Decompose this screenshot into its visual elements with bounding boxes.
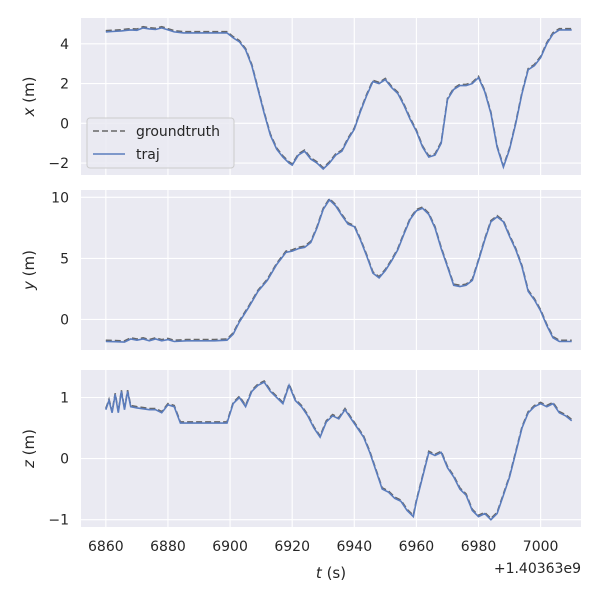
ytick-label-y: 10 [51,190,69,206]
xlabel-variable: t [316,564,323,582]
ylabel-y-unit: (m) [20,250,38,281]
x-offset-label: +1.40363e9 [494,561,581,577]
ylabel-z: z (m) [20,429,38,469]
ylabel-z-unit: (m) [20,429,38,460]
ylabel-y: y (m) [20,250,38,291]
xtick-label: 6860 [88,539,124,555]
ylabel-x-unit: (m) [20,77,38,108]
ytick-label-x: 4 [60,37,69,53]
xtick-label: 6960 [399,539,435,555]
ytick-label-z: 1 [60,390,69,406]
ylabel-z-variable: z [20,459,38,469]
legend-groundtruth-label: groundtruth [136,124,220,140]
xlabel: t (s) [316,564,346,582]
panel-y-background [81,190,581,350]
ytick-label-x: −2 [48,156,69,172]
series-traj-y [105,198,572,343]
xtick-label: 6940 [336,539,372,555]
xtick-label: 6900 [212,539,248,555]
ytick-label-x: 0 [60,116,69,132]
ylabel-x-variable: x [20,107,38,117]
xtick-label: 6980 [461,539,497,555]
xtick-label: 6920 [274,539,310,555]
ytick-label-z: −1 [48,513,69,529]
xtick-label: 6880 [150,539,186,555]
ytick-label-y: 0 [60,312,69,328]
ytick-label-y: 5 [60,251,69,267]
legend-traj-label: traj [136,147,160,163]
ylabel-x: x (m) [20,77,38,118]
xtick-label: 7000 [523,539,559,555]
series-traj-z [105,381,573,521]
ytick-label-z: 0 [60,452,69,468]
panel-z-background [81,370,581,527]
ylabel-y-variable: y [20,280,38,291]
ytick-label-x: 2 [60,77,69,93]
xlabel-unit: (s) [322,564,346,582]
series-traj-x [105,27,572,171]
